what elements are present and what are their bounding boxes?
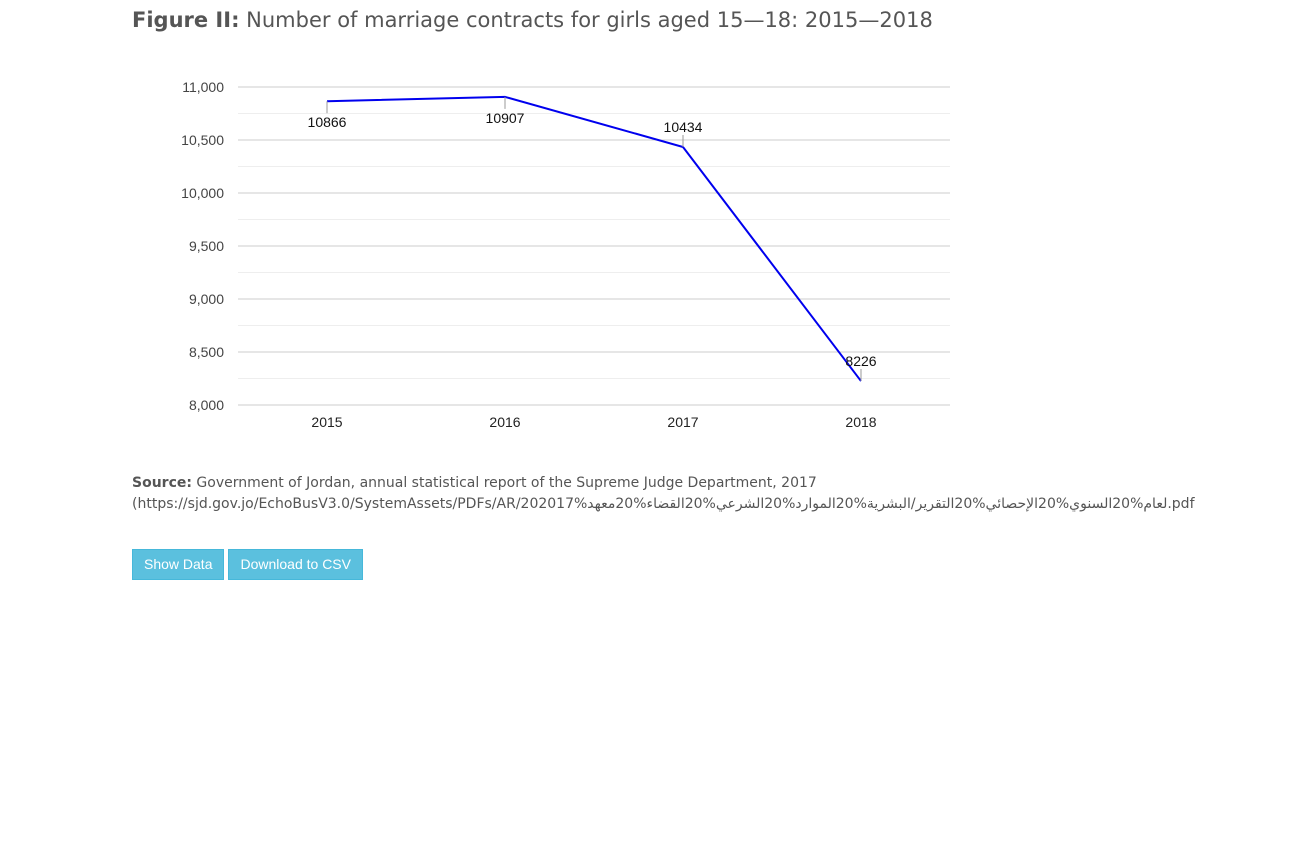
line-chart: 11,000 10,500 10,000 9,500 9,000 8,500 8,000 20… [132, 60, 962, 450]
source-text: Government of Jordan, annual statistical… [196, 475, 817, 491]
y-tick-label: 10,500 [181, 132, 224, 148]
y-tick-label: 9,500 [189, 238, 224, 254]
data-label: 10907 [486, 110, 525, 126]
chart-actions: Show Data Download to CSV [132, 549, 363, 580]
y-tick-label: 10,000 [181, 185, 224, 201]
source-note: Source: Government of Jordan, annual sta… [132, 473, 1195, 515]
chart-svg: 11,000 10,500 10,000 9,500 9,000 8,500 8,000 20… [181, 79, 950, 430]
data-label: 10434 [664, 119, 703, 135]
source-url: (https://sjd.gov.jo/EchoBusV3.0/SystemAs… [132, 496, 1195, 512]
series-line [326, 95, 862, 382]
figure-label: Figure II: [132, 8, 240, 32]
y-tick-label: 11,000 [182, 79, 224, 95]
y-tick-label: 9,000 [189, 291, 224, 307]
x-tick-label: 2016 [489, 414, 520, 430]
y-tick-label: 8,000 [189, 397, 224, 413]
data-label: 8226 [845, 353, 876, 369]
x-tick-label: 2018 [845, 414, 876, 430]
source-label: Source: [132, 475, 192, 491]
show-data-button[interactable]: Show Data [132, 549, 225, 580]
figure-title-text: Number of marriage contracts for girls a… [246, 8, 933, 32]
download-csv-button[interactable]: Download to CSV [228, 549, 363, 580]
data-label: 10866 [308, 114, 347, 130]
y-tick-label: 8,500 [189, 344, 224, 360]
x-tick-label: 2017 [667, 414, 698, 430]
figure-title: Figure II: Number of marriage contracts … [132, 5, 933, 35]
x-tick-label: 2015 [311, 414, 342, 430]
